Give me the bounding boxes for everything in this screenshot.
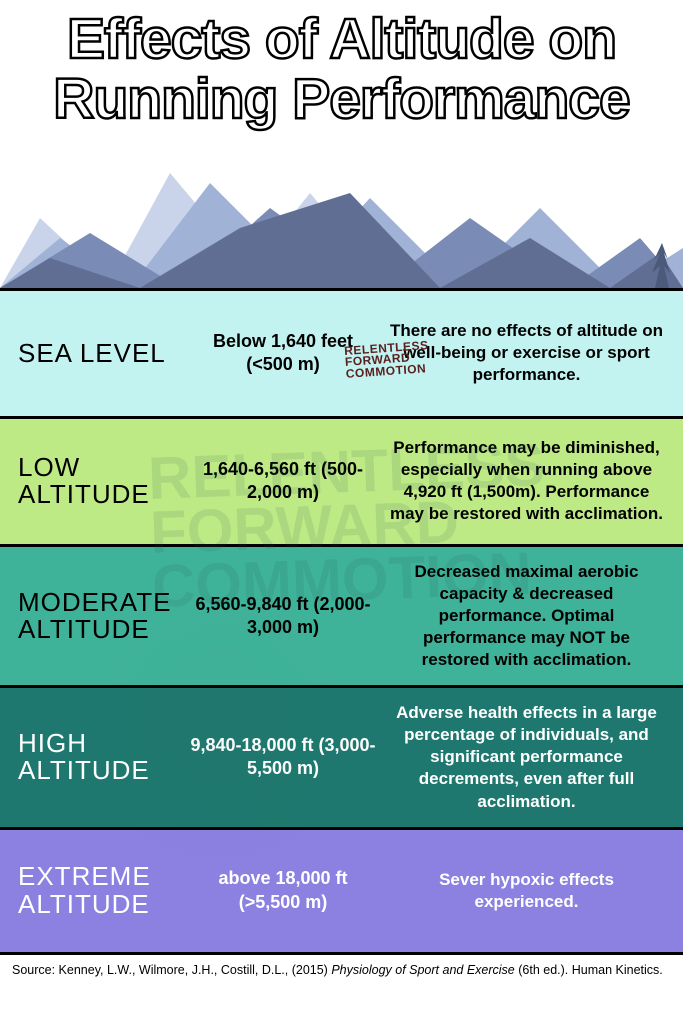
altitude-label: HIGH ALTITUDE: [18, 730, 188, 785]
altitude-row: MODERATE ALTITUDE6,560-9,840 ft (2,000-3…: [0, 544, 683, 685]
altitude-description: Decreased maximal aerobic capacity & dec…: [378, 561, 665, 671]
altitude-range: above 18,000 ft (>5,500 m): [188, 867, 378, 914]
altitude-row: LOW ALTITUDE1,640-6,560 ft (500-2,000 m)…: [0, 416, 683, 544]
altitude-range: 9,840-18,000 ft (3,000-5,500 m): [188, 734, 378, 781]
altitude-range: 6,560-9,840 ft (2,000-3,000 m): [188, 593, 378, 640]
mountains-illustration: RELENTLESS FORWARD COMMOTION: [0, 138, 683, 288]
altitude-row: HIGH ALTITUDE9,840-18,000 ft (3,000-5,50…: [0, 685, 683, 826]
altitude-label: EXTREME ALTITUDE: [18, 863, 188, 918]
altitude-description: Adverse health effects in a large percen…: [378, 702, 665, 812]
source-prefix: Source: Kenney, L.W., Wilmore, J.H., Cos…: [12, 963, 331, 977]
altitude-range: 1,640-6,560 ft (500-2,000 m): [188, 458, 378, 505]
source-suffix: (6th ed.). Human Kinetics.: [515, 963, 663, 977]
source-italic: Physiology of Sport and Exercise: [331, 963, 514, 977]
altitude-row: EXTREME ALTITUDEabove 18,000 ft (>5,500 …: [0, 827, 683, 955]
altitude-description: Performance may be diminished, especiall…: [378, 437, 665, 525]
altitude-label: LOW ALTITUDE: [18, 454, 188, 509]
altitude-label: MODERATE ALTITUDE: [18, 589, 188, 644]
source-citation: Source: Kenney, L.W., Wilmore, J.H., Cos…: [0, 955, 683, 977]
page-title: Effects of Altitude on Running Performan…: [0, 0, 683, 130]
altitude-description: Sever hypoxic effects experienced.: [378, 869, 665, 913]
altitude-label: SEA LEVEL: [18, 340, 188, 367]
logo-badge: RELENTLESS FORWARD COMMOTION: [344, 340, 431, 380]
altitude-row: SEA LEVELBelow 1,640 feet (<500 m)There …: [0, 288, 683, 416]
